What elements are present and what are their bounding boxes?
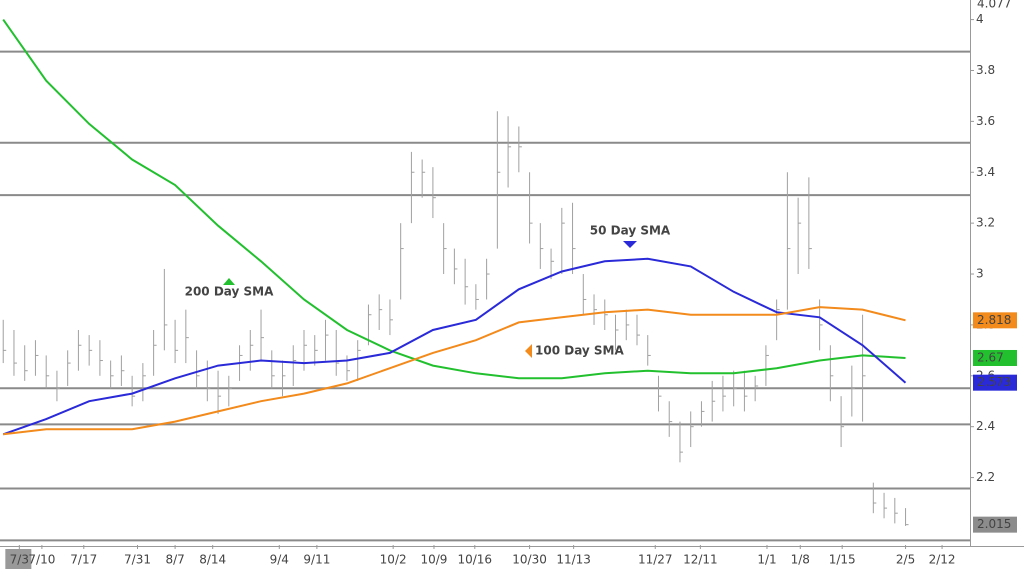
sma-label: 200 Day SMA xyxy=(185,285,275,299)
y-tick-label: 3 xyxy=(976,267,984,281)
sma-line xyxy=(2,257,907,436)
y-tick-label: 2.4 xyxy=(976,419,995,433)
sma-label: 50 Day SMA xyxy=(590,224,671,238)
sma-label: 100 Day SMA xyxy=(535,344,625,358)
x-tick-label: 2/5 xyxy=(896,553,915,567)
x-tick-label: 8/14 xyxy=(199,553,226,567)
last-value-box xyxy=(973,349,1017,366)
x-tick-highlight xyxy=(5,549,32,569)
last-value-box xyxy=(973,374,1017,391)
y-tick-label: 3.8 xyxy=(976,63,995,77)
annotation-arrow xyxy=(223,278,235,285)
x-tick-label: 12/11 xyxy=(683,553,718,567)
last-value-label: 2.573 xyxy=(977,375,1011,389)
x-tick-label: 8/7 xyxy=(165,553,184,567)
x-tick-label: 10/16 xyxy=(457,553,492,567)
x-tick-label: 10/30 xyxy=(512,553,547,567)
x-tick-label: 10/2 xyxy=(380,553,407,567)
x-tick-label: 11/27 xyxy=(638,553,673,567)
sma-line xyxy=(3,306,906,436)
last-value-label: 2.67 xyxy=(977,350,1004,364)
y-top-label: 4.077 xyxy=(977,0,1011,11)
y-tick-label: 3.4 xyxy=(976,165,995,179)
sma-line xyxy=(2,19,906,380)
y-tick-label: 4 xyxy=(976,12,984,26)
last-value-box xyxy=(973,312,1017,329)
last-value-label: 2.015 xyxy=(977,517,1011,531)
annotation-arrow xyxy=(525,344,532,358)
x-tick-label: 11/13 xyxy=(556,553,591,567)
x-tick-label: 7/10 xyxy=(28,553,55,567)
x-tick-label: 1/8 xyxy=(791,553,810,567)
x-tick-label: 9/4 xyxy=(270,553,289,567)
x-tick-label: 7/17 xyxy=(70,553,97,567)
y-tick-label: 3.6 xyxy=(976,114,995,128)
annotation-arrow xyxy=(623,241,637,248)
x-tick-label: 7/31 xyxy=(124,553,151,567)
x-tick-label: 1/1 xyxy=(757,553,776,567)
x-tick-label: 9/11 xyxy=(303,553,330,567)
y-tick-label: 2.2 xyxy=(976,470,995,484)
last-value-box xyxy=(973,516,1017,533)
x-tick-label: 1/15 xyxy=(829,553,856,567)
y-tick-label: 3.2 xyxy=(976,216,995,230)
x-tick-label: 10/9 xyxy=(420,553,447,567)
last-value-label: 2.818 xyxy=(977,313,1011,327)
x-tick-label: 2/12 xyxy=(929,553,956,567)
x-tick-label: 7/3 xyxy=(10,553,29,567)
